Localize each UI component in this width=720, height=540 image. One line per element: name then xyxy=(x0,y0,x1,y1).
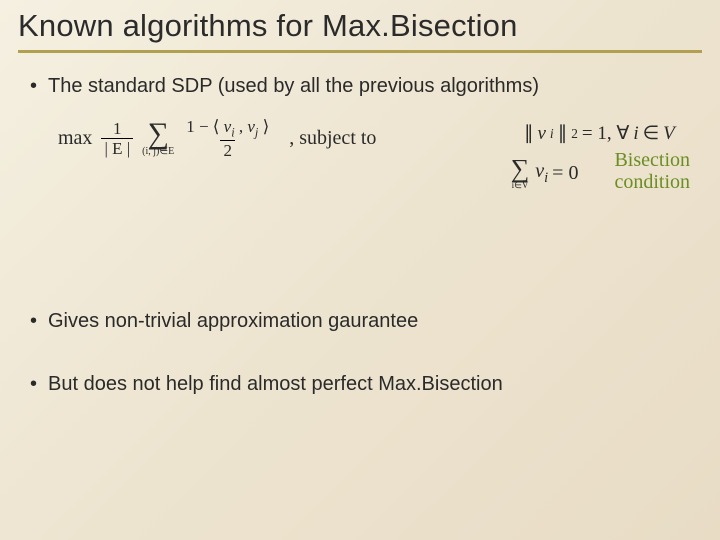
max-word: max xyxy=(58,127,92,150)
frac-inner-product: 1 − ⟨ vi , vj ⟩ 2 xyxy=(183,118,272,159)
equals-zero: = 0 xyxy=(552,162,578,185)
sum-V-subscript: i∈V xyxy=(512,181,529,189)
sigma-icon-2: ∑ xyxy=(511,157,530,180)
bisection-condition-label: Bisection condition xyxy=(614,149,690,193)
frac-one-over-E: 1 | E | xyxy=(101,120,133,157)
slide: Known algorithms for Max.Bisection The s… xyxy=(0,0,720,540)
numerator-one: 1 xyxy=(110,120,125,138)
bullet-not-perfect: But does not help find almost perfect Ma… xyxy=(30,371,702,398)
denominator-E: | E | xyxy=(101,138,133,157)
bullet-sdp: The standard SDP (used by all the previo… xyxy=(30,73,702,100)
sum-zero-constraint: ∑ i∈V vi = 0 Bisection condition xyxy=(509,153,690,193)
bullet-approx-guarantee: Gives non-trivial approximation gaurante… xyxy=(30,308,702,335)
bullet-list-top: The standard SDP (used by all the previo… xyxy=(18,73,702,100)
max-expression: max 1 | E | ∑ (i, j)∈E 1 − ⟨ vi , vj ⟩ 2 xyxy=(58,118,275,159)
sigma-icon: ∑ xyxy=(147,120,168,147)
norm-constraint: ∥ vi ∥2 = 1, ∀i ∈ V xyxy=(524,122,675,145)
sum-body: vi xyxy=(535,160,548,187)
numerator-ip: 1 − ⟨ vi , vj ⟩ xyxy=(183,118,272,140)
bisection-l1: Bisection xyxy=(614,149,690,171)
sum-subscript: (i, j)∈E xyxy=(142,147,174,156)
subject-to-text: , subject to xyxy=(289,127,376,150)
sum-over-edges: ∑ (i, j)∈E xyxy=(142,120,174,156)
slide-title: Known algorithms for Max.Bisection xyxy=(18,8,702,53)
bullet-list-bottom: Gives non-trivial approximation gaurante… xyxy=(18,308,702,434)
sum-over-V: ∑ i∈V xyxy=(511,157,530,188)
constraints-block: ∥ vi ∥2 = 1, ∀i ∈ V ∑ i∈V vi = 0 Bisecti… xyxy=(509,122,690,193)
denominator-two: 2 xyxy=(220,140,235,159)
bisection-l2: condition xyxy=(614,171,690,193)
